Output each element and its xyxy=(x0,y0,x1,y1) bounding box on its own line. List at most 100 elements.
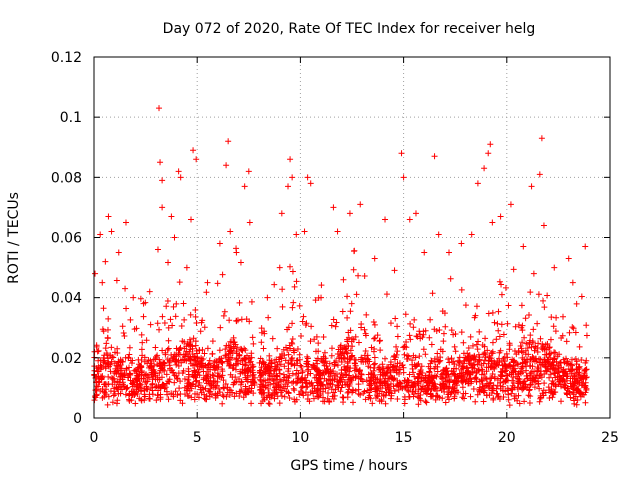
data-point xyxy=(278,393,285,400)
data-point xyxy=(237,345,244,352)
data-point xyxy=(214,280,221,287)
data-point xyxy=(576,372,583,379)
data-point xyxy=(583,322,590,329)
data-point xyxy=(94,348,101,355)
data-point xyxy=(427,316,434,323)
data-point xyxy=(355,339,362,346)
data-point xyxy=(167,316,174,323)
data-point xyxy=(466,352,473,359)
data-point xyxy=(493,336,500,343)
data-point xyxy=(440,366,447,373)
data-point xyxy=(237,388,244,395)
data-point xyxy=(188,385,195,392)
data-point xyxy=(298,332,305,339)
data-point xyxy=(404,352,411,359)
data-point xyxy=(468,231,475,238)
data-point xyxy=(553,314,560,321)
data-point xyxy=(394,323,401,330)
data-point xyxy=(296,356,303,363)
data-point xyxy=(310,362,317,369)
data-point xyxy=(440,338,447,345)
data-point xyxy=(117,367,124,374)
data-point xyxy=(195,369,202,376)
data-point xyxy=(248,400,255,407)
data-point xyxy=(192,313,199,320)
data-point xyxy=(509,382,516,389)
data-point xyxy=(505,302,512,309)
data-point xyxy=(478,371,485,378)
data-point xyxy=(521,334,528,341)
data-point xyxy=(309,388,316,395)
data-point xyxy=(199,360,206,367)
data-point xyxy=(352,373,359,380)
data-point xyxy=(525,386,532,393)
data-point xyxy=(545,361,552,368)
data-point xyxy=(534,320,541,327)
data-point xyxy=(581,367,588,374)
data-point xyxy=(246,318,253,325)
data-point xyxy=(303,320,310,327)
data-point xyxy=(484,347,491,354)
data-point xyxy=(241,183,248,190)
data-point xyxy=(440,385,447,392)
data-point xyxy=(164,297,171,304)
data-point xyxy=(249,367,256,374)
data-point xyxy=(317,371,324,378)
data-point xyxy=(434,350,441,357)
data-point xyxy=(217,358,224,365)
data-point xyxy=(204,373,211,380)
data-point xyxy=(372,394,379,401)
data-point xyxy=(445,391,452,398)
data-point xyxy=(481,343,488,350)
data-point xyxy=(244,352,251,359)
data-point xyxy=(493,361,500,368)
data-point xyxy=(442,399,449,406)
data-point xyxy=(120,329,127,336)
data-point xyxy=(536,398,543,405)
data-point xyxy=(387,368,394,375)
data-point xyxy=(320,382,327,389)
data-point xyxy=(318,282,325,289)
data-point xyxy=(287,263,294,270)
data-point xyxy=(390,383,397,390)
data-point xyxy=(191,396,198,403)
data-point xyxy=(555,363,562,370)
data-point xyxy=(411,316,418,323)
data-point xyxy=(274,373,281,380)
data-point xyxy=(559,332,566,339)
data-point xyxy=(272,384,279,391)
data-point xyxy=(557,360,564,366)
data-point xyxy=(352,333,359,340)
data-point xyxy=(135,356,142,363)
data-point xyxy=(549,359,556,366)
data-point xyxy=(126,351,133,358)
data-point xyxy=(387,380,394,387)
data-point xyxy=(196,372,203,379)
data-point xyxy=(171,234,178,241)
data-point xyxy=(565,366,572,373)
data-point xyxy=(226,362,233,369)
data-point xyxy=(162,349,169,356)
data-point xyxy=(410,369,417,376)
data-point xyxy=(371,321,378,328)
data-point xyxy=(574,397,581,404)
data-point xyxy=(133,381,140,388)
data-point xyxy=(546,395,553,402)
data-point xyxy=(372,335,379,342)
data-point xyxy=(308,380,315,387)
data-point xyxy=(366,392,373,399)
data-point xyxy=(496,333,503,340)
data-point xyxy=(291,398,298,405)
data-point xyxy=(504,354,511,361)
data-point xyxy=(133,375,140,382)
data-point xyxy=(324,395,331,402)
data-point xyxy=(148,371,155,378)
data-point xyxy=(233,348,240,355)
data-point xyxy=(510,266,517,273)
data-point xyxy=(131,326,138,333)
data-point xyxy=(498,321,505,328)
data-point xyxy=(149,380,156,387)
data-point xyxy=(185,376,192,383)
data-point xyxy=(314,355,321,362)
data-point xyxy=(412,210,419,217)
